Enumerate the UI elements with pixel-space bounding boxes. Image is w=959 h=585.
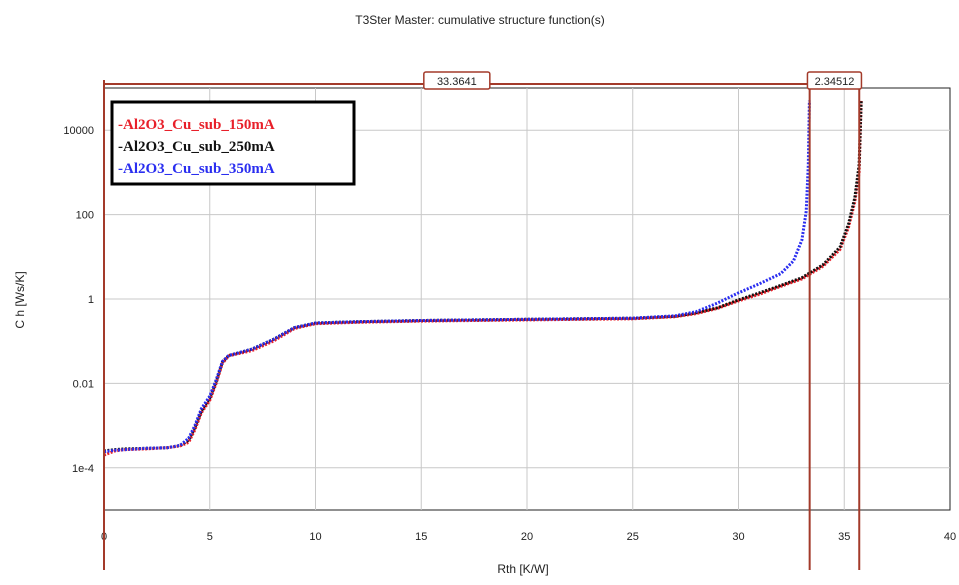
x-tick-label: 35 [838,531,850,543]
legend-entry: -Al2O3_Cu_sub_350mA [118,161,275,177]
legend-box [110,100,356,186]
cursor-span-2-label: 2.34512 [815,76,855,88]
y-tick-label: 100 [76,210,94,222]
legend: -Al2O3_Cu_sub_150mA -Al2O3_Cu_sub_250mA -A… [110,100,356,186]
y-axis-label: C h [Ws/K] [13,271,27,328]
cursor-span-1-box [423,71,491,90]
legend-entry: -Al2O3_Cu_sub_250mA [118,139,275,155]
y-tick-label: 0.01 [73,378,94,390]
x-tick-label: 40 [944,531,956,543]
x-tick-label: 30 [732,531,744,543]
x-tick-label: 15 [415,531,427,543]
x-axis-ticks: 0510152025303540 [101,531,956,543]
series-layer [103,100,863,457]
x-tick-label: 25 [627,531,639,543]
cursor-span-1-label: 33.3641 [437,76,477,88]
x-tick-label: 5 [207,531,213,543]
chart-title: T3Ster Master: cumulative structure func… [355,13,604,27]
cursor-span-2-box [806,71,863,90]
legend-entry: -Al2O3_Cu_sub_150mA [118,117,275,133]
y-tick-label: 1e-4 [72,463,94,475]
cursor-layer[interactable]: 33.3641 2.34512 [103,71,863,570]
y-tick-label: 10000 [63,125,94,137]
y-tick-label: 1 [88,294,94,306]
series-line [103,100,811,454]
x-tick-label: 20 [521,531,533,543]
y-axis-ticks: 1e-4 0.01 1 100 10000 [63,125,94,475]
x-tick-label: 10 [309,531,321,543]
series-line [103,100,863,457]
x-axis-label: Rth [K/W] [497,562,548,576]
